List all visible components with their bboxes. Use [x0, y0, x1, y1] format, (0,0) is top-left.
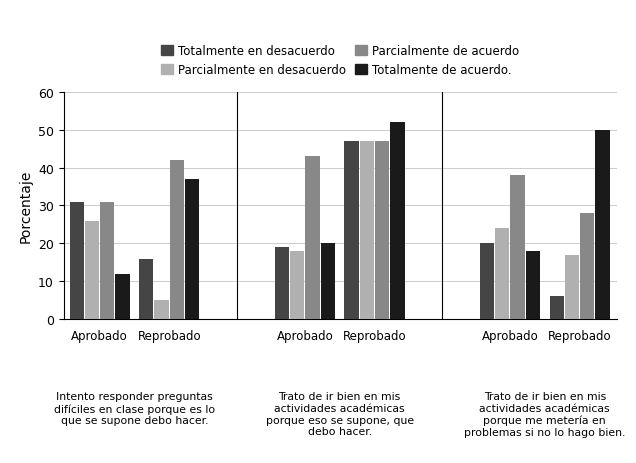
Bar [375, 142, 389, 319]
Bar [550, 297, 564, 319]
Bar [526, 251, 540, 319]
Bar [170, 161, 184, 319]
Bar [116, 274, 130, 319]
Bar [275, 248, 289, 319]
Bar [595, 131, 610, 319]
Bar [321, 244, 335, 319]
Bar [69, 202, 84, 319]
Bar [85, 221, 99, 319]
Bar [305, 157, 320, 319]
Bar [565, 255, 579, 319]
Legend: Totalmente en desacuerdo, Parcialmente en desacuerdo, Parcialmente de acuerdo, T: Totalmente en desacuerdo, Parcialmente e… [158, 42, 523, 81]
Bar [155, 300, 169, 319]
Text: Intento responder preguntas
difíciles en clase porque es lo
que se supone debo h: Intento responder preguntas difíciles en… [54, 392, 215, 425]
Bar [495, 229, 509, 319]
Y-axis label: Porcentaje: Porcentaje [18, 169, 32, 243]
Text: Trato de ir bien en mis
actividades académicas
porque eso se supone, que
debo ha: Trato de ir bien en mis actividades acad… [266, 392, 413, 436]
Bar [290, 251, 304, 319]
Bar [100, 202, 114, 319]
Bar [185, 180, 199, 319]
Bar [359, 142, 374, 319]
Text: Trato de ir bien en mis
actividades académicas
porque me metería en
problemas si: Trato de ir bien en mis actividades acad… [464, 392, 625, 437]
Bar [391, 123, 404, 319]
Bar [139, 259, 153, 319]
Bar [511, 176, 525, 319]
Bar [480, 244, 494, 319]
Bar [344, 142, 359, 319]
Bar [580, 213, 595, 319]
